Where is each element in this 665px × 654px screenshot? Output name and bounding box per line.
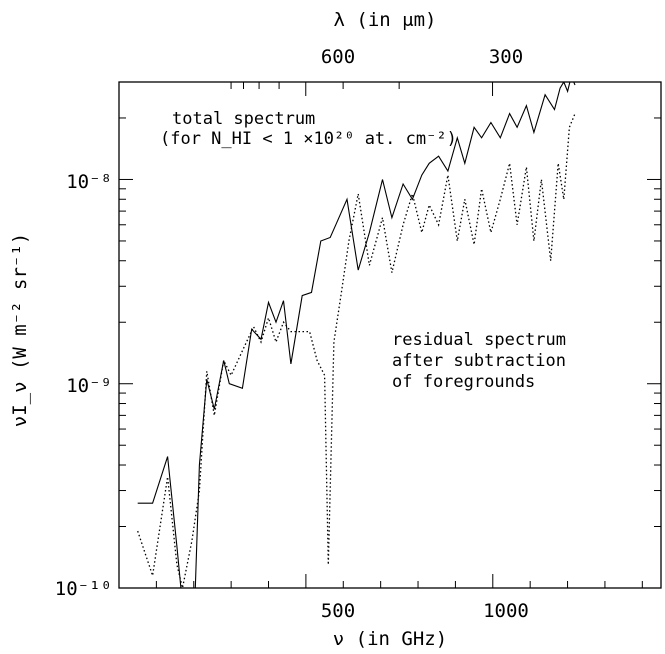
y-tick-label: 10⁻⁸: [66, 171, 112, 193]
plot-border: [118, 81, 662, 589]
annotation-residual-line2: after subtraction: [392, 351, 566, 371]
y-tick-label: 10⁻¹⁰: [55, 578, 112, 600]
annotation-residual-line1: residual spectrum: [392, 330, 566, 350]
series-lines: [137, 82, 576, 588]
top-axis-title: λ (in μm): [334, 9, 437, 31]
annotation-residual-line3: of foregrounds: [392, 372, 535, 392]
plot-frame: [118, 81, 662, 589]
top-tick-label: 600: [321, 46, 355, 68]
x-tick-label: 500: [321, 600, 355, 622]
x-axis-title: ν (in GHz): [333, 628, 447, 650]
annotation-total-line1: total spectrum: [172, 109, 315, 129]
top-tick-label: 300: [489, 46, 523, 68]
axis-ticks: [119, 81, 661, 589]
annotation-total-line2: (for N_HI < 1 ×10²⁰ at. cm⁻²): [160, 129, 457, 149]
x-tick-label: 1000: [483, 600, 529, 622]
y-tick-label: 10⁻⁹: [66, 375, 112, 397]
y-axis-title: νI_ν (W m⁻² sr⁻¹): [9, 233, 31, 427]
